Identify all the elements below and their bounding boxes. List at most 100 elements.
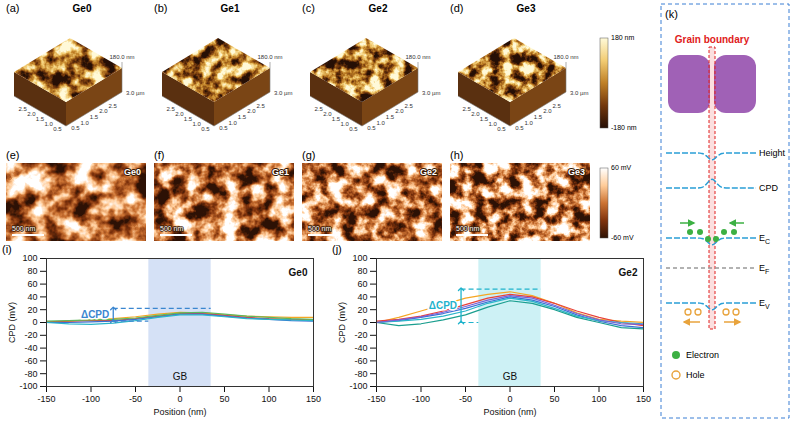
svg-text:-150: -150 bbox=[37, 394, 55, 404]
svg-text:1.0: 1.0 bbox=[80, 120, 89, 126]
svg-text:0: 0 bbox=[32, 317, 37, 327]
svg-text:500 nm: 500 nm bbox=[456, 225, 480, 232]
svg-text:1.0: 1.0 bbox=[524, 120, 533, 126]
svg-text:Ge1: Ge1 bbox=[221, 3, 240, 14]
svg-text:2.0: 2.0 bbox=[395, 108, 404, 114]
svg-text:0: 0 bbox=[362, 317, 367, 327]
svg-text:2.5: 2.5 bbox=[404, 103, 413, 109]
svg-text:EV: EV bbox=[759, 298, 770, 310]
svg-text:2.5: 2.5 bbox=[314, 106, 323, 112]
svg-text:Hole: Hole bbox=[686, 370, 705, 380]
svg-text:-60: -60 bbox=[24, 356, 37, 366]
svg-text:(c): (c) bbox=[302, 2, 315, 14]
svg-text:Ge1: Ge1 bbox=[272, 167, 289, 177]
svg-text:0.5: 0.5 bbox=[219, 125, 228, 131]
svg-text:Ge2: Ge2 bbox=[619, 267, 638, 278]
svg-text:150: 150 bbox=[636, 394, 651, 404]
svg-text:180.0 nm: 180.0 nm bbox=[257, 54, 282, 60]
svg-text:2.0: 2.0 bbox=[471, 111, 480, 117]
svg-text:-80: -80 bbox=[354, 369, 367, 379]
svg-text:60 mV: 60 mV bbox=[611, 164, 632, 171]
svg-text:1.0: 1.0 bbox=[192, 121, 201, 127]
svg-text:-180 nm: -180 nm bbox=[611, 124, 637, 131]
svg-text:1.0: 1.0 bbox=[228, 120, 237, 126]
svg-text:0.5: 0.5 bbox=[201, 126, 210, 132]
svg-text:2.5: 2.5 bbox=[256, 103, 265, 109]
svg-text:GB: GB bbox=[173, 371, 188, 382]
svg-text:-150: -150 bbox=[367, 394, 385, 404]
svg-text:1.5: 1.5 bbox=[480, 116, 489, 122]
svg-text:-20: -20 bbox=[24, 330, 37, 340]
svg-text:Ge3: Ge3 bbox=[517, 3, 536, 14]
svg-text:180.0 nm: 180.0 nm bbox=[553, 54, 578, 60]
svg-text:-20: -20 bbox=[354, 330, 367, 340]
svg-text:2.0: 2.0 bbox=[543, 108, 552, 114]
svg-text:ΔCPD: ΔCPD bbox=[81, 309, 109, 320]
svg-text:-60 mV: -60 mV bbox=[611, 234, 634, 241]
svg-text:Ge2: Ge2 bbox=[369, 3, 388, 14]
svg-text:2.0: 2.0 bbox=[99, 108, 108, 114]
svg-text:-60: -60 bbox=[354, 356, 367, 366]
svg-text:0.5: 0.5 bbox=[367, 125, 376, 131]
svg-text:2.5: 2.5 bbox=[462, 106, 471, 112]
svg-text:0: 0 bbox=[507, 394, 512, 404]
svg-text:500 nm: 500 nm bbox=[12, 225, 36, 232]
svg-text:CPD (mV): CPD (mV) bbox=[7, 302, 17, 343]
svg-text:0.5: 0.5 bbox=[497, 126, 506, 132]
svg-text:(e): (e) bbox=[6, 149, 19, 161]
svg-text:20: 20 bbox=[357, 305, 367, 315]
svg-text:1.5: 1.5 bbox=[238, 114, 247, 120]
svg-text:50: 50 bbox=[219, 394, 229, 404]
svg-text:1.0: 1.0 bbox=[376, 120, 385, 126]
svg-text:40: 40 bbox=[357, 292, 367, 302]
svg-text:100: 100 bbox=[22, 253, 37, 263]
svg-text:0.5: 0.5 bbox=[349, 126, 358, 132]
svg-text:ΔCPD: ΔCPD bbox=[429, 300, 457, 311]
svg-text:-50: -50 bbox=[129, 394, 142, 404]
svg-text:2.5: 2.5 bbox=[552, 103, 561, 109]
svg-text:3.0 µm: 3.0 µm bbox=[274, 90, 292, 96]
svg-text:0.5: 0.5 bbox=[71, 125, 80, 131]
svg-text:(d): (d) bbox=[450, 2, 463, 14]
svg-text:Electron: Electron bbox=[686, 350, 719, 360]
svg-text:2.0: 2.0 bbox=[323, 111, 332, 117]
svg-text:CPD: CPD bbox=[759, 183, 779, 193]
svg-text:Ge0: Ge0 bbox=[73, 3, 92, 14]
svg-text:80: 80 bbox=[357, 266, 367, 276]
svg-text:-100: -100 bbox=[412, 394, 430, 404]
svg-text:(g): (g) bbox=[302, 149, 315, 161]
svg-text:(f): (f) bbox=[154, 149, 164, 161]
svg-text:1.5: 1.5 bbox=[90, 114, 99, 120]
svg-text:Grain boundary: Grain boundary bbox=[675, 34, 750, 45]
svg-text:Ge0: Ge0 bbox=[124, 167, 141, 177]
svg-text:-80: -80 bbox=[24, 369, 37, 379]
svg-text:500 nm: 500 nm bbox=[308, 225, 332, 232]
svg-text:(k): (k) bbox=[665, 8, 678, 20]
svg-text:2.0: 2.0 bbox=[247, 108, 256, 114]
svg-text:50: 50 bbox=[549, 394, 559, 404]
svg-text:-40: -40 bbox=[24, 343, 37, 353]
svg-text:80: 80 bbox=[27, 266, 37, 276]
svg-text:0: 0 bbox=[177, 394, 182, 404]
svg-text:180.0 nm: 180.0 nm bbox=[109, 54, 134, 60]
svg-text:150: 150 bbox=[306, 394, 321, 404]
svg-text:Ge0: Ge0 bbox=[289, 267, 308, 278]
svg-text:1.0: 1.0 bbox=[488, 121, 497, 127]
svg-text:20: 20 bbox=[27, 305, 37, 315]
svg-text:2.5: 2.5 bbox=[18, 106, 27, 112]
svg-text:1.5: 1.5 bbox=[534, 114, 543, 120]
svg-text:3.0 µm: 3.0 µm bbox=[422, 90, 440, 96]
svg-text:Ge3: Ge3 bbox=[568, 167, 585, 177]
svg-text:2.0: 2.0 bbox=[27, 111, 36, 117]
svg-text:3.0 µm: 3.0 µm bbox=[570, 90, 588, 96]
svg-text:-100: -100 bbox=[82, 394, 100, 404]
svg-text:0.5: 0.5 bbox=[53, 126, 62, 132]
svg-text:Position (nm): Position (nm) bbox=[483, 407, 536, 417]
svg-text:1.0: 1.0 bbox=[44, 121, 53, 127]
svg-text:60: 60 bbox=[27, 279, 37, 289]
svg-text:(b): (b) bbox=[154, 2, 167, 14]
svg-text:40: 40 bbox=[27, 292, 37, 302]
svg-text:GB: GB bbox=[503, 371, 518, 382]
svg-text:-100: -100 bbox=[349, 381, 367, 391]
svg-text:(a): (a) bbox=[6, 2, 19, 14]
